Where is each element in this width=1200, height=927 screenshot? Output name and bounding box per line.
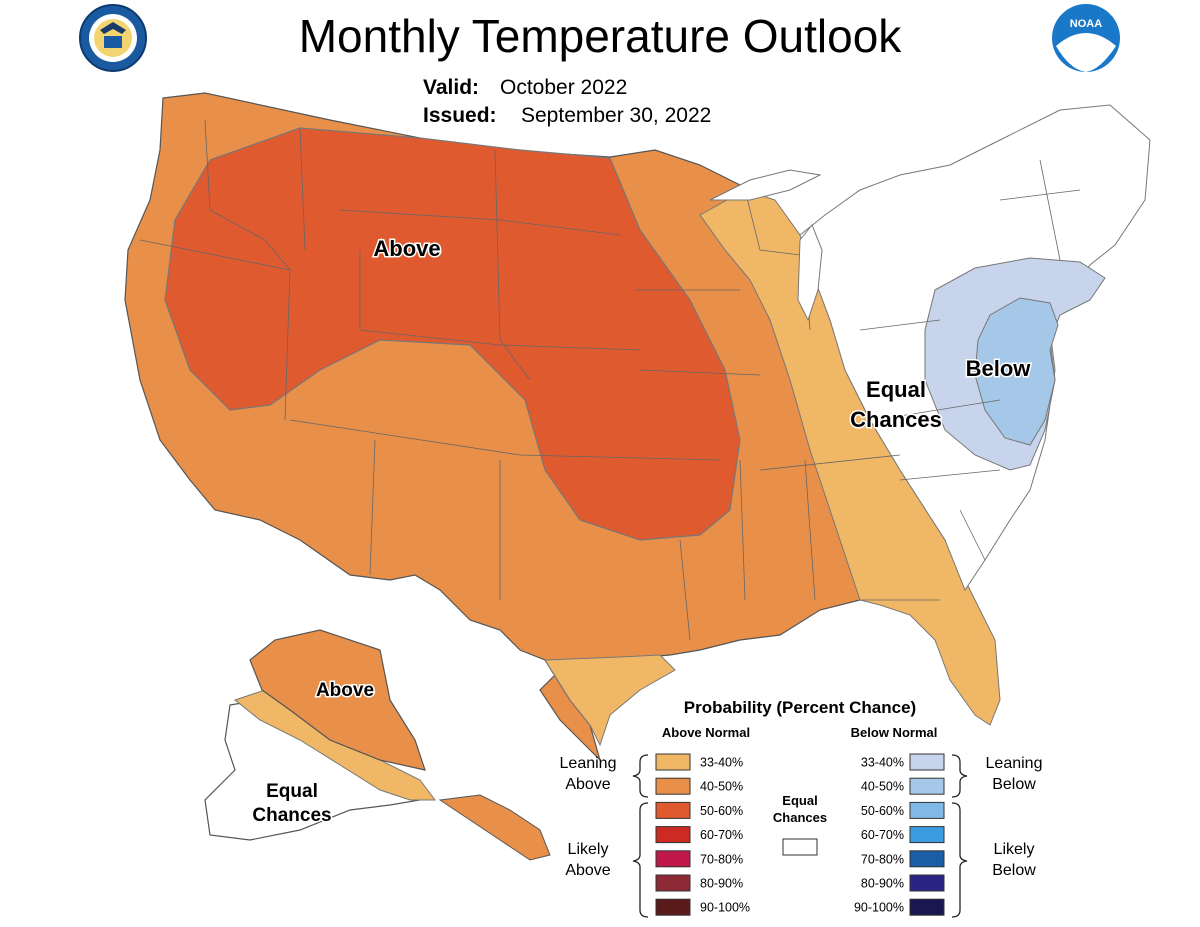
legend-likely-below-1: Likely — [994, 841, 1035, 858]
issued-label: Issued: — [423, 104, 497, 127]
legend-above-row-label: 33-40% — [700, 756, 743, 770]
legend-leaning-above-2: Above — [565, 776, 610, 793]
legend-above-row-swatch — [655, 826, 691, 844]
legend-above-row-label: 70-80% — [700, 852, 743, 866]
alaska-panhandle — [438, 794, 551, 861]
legend-below-row-label: 33-40% — [861, 756, 904, 770]
legend-below-row-label: 70-80% — [861, 852, 904, 866]
legend-above-row-label: 90-100% — [700, 901, 750, 915]
legend-likely-below-2: Below — [992, 862, 1036, 879]
legend-below-row-swatch — [909, 777, 945, 795]
legend-leaning-below-2: Below — [992, 776, 1036, 793]
legend-above-row-swatch — [655, 898, 691, 916]
legend-leaning-below-1: Leaning — [986, 755, 1043, 772]
south-texas-above-33-40 — [544, 654, 676, 747]
legend-equal-line2: Chances — [773, 810, 827, 825]
legend-below-row-swatch — [909, 850, 945, 868]
brace-leaning-above — [632, 754, 649, 798]
legend-below-row-swatch — [909, 898, 945, 916]
legend-above-row-swatch — [655, 753, 691, 771]
equal-chances-label-line2: Chances — [850, 407, 942, 432]
valid-value: October 2022 — [500, 76, 627, 99]
alaska-equal-label-line1: Equal — [266, 781, 318, 802]
legend-title: Probability (Percent Chance) — [684, 698, 916, 717]
noaa-logo: NOAA — [1052, 4, 1120, 72]
legend-above-row-swatch — [655, 777, 691, 795]
legend-above-row-label: 80-90% — [700, 877, 743, 891]
legend-below-row-label: 40-50% — [861, 780, 904, 794]
state-boundaries — [139, 119, 1081, 641]
alaska-equal-label-line2: Chances — [252, 805, 331, 826]
legend-equal-swatch — [782, 838, 818, 856]
legend-below-row-label: 60-70% — [861, 828, 904, 842]
legend-above-row-swatch — [655, 850, 691, 868]
legend: Probability (Percent Chance) Above Norma… — [560, 698, 1043, 918]
legend-likely-above-1: Likely — [568, 841, 609, 858]
below-region-label: Below — [966, 356, 1032, 381]
legend-below-header: Below Normal — [851, 725, 938, 740]
valid-label: Valid: — [423, 76, 479, 99]
above-region-label: Above — [373, 236, 440, 261]
legend-above-row-label: 50-60% — [700, 804, 743, 818]
noaa-logo-text: NOAA — [1070, 18, 1102, 30]
issued-value: September 30, 2022 — [521, 104, 711, 127]
legend-above-row-swatch — [655, 801, 691, 819]
doc-seal-logo — [79, 4, 147, 72]
lake-superior — [709, 169, 822, 201]
legend-equal-line1: Equal — [782, 793, 817, 808]
legend-leaning-above-1: Leaning — [560, 755, 617, 772]
brace-likely-above — [632, 802, 649, 918]
brace-likely-below — [951, 802, 968, 918]
brace-leaning-below — [951, 754, 968, 798]
alaska-above-label: Above — [316, 680, 374, 701]
legend-below-row-label: 90-100% — [854, 901, 904, 915]
conus-above-50-60-region — [164, 127, 741, 541]
legend-above-row-swatch — [655, 874, 691, 892]
legend-below-rows: 33-40% 40-50% 50-60% 60-70% 70-80% 80-90% 90-1… — [854, 753, 945, 916]
legend-below-row-swatch — [909, 874, 945, 892]
legend-above-row-label: 60-70% — [700, 828, 743, 842]
legend-above-header: Above Normal — [662, 725, 750, 740]
legend-below-row-label: 80-90% — [861, 877, 904, 891]
legend-below-row-swatch — [909, 801, 945, 819]
legend-above-row-label: 40-50% — [700, 780, 743, 794]
legend-below-row-swatch — [909, 826, 945, 844]
legend-below-row-swatch — [909, 753, 945, 771]
legend-likely-above-2: Above — [565, 862, 610, 879]
mid-atlantic-below-40-50 — [974, 297, 1059, 446]
lake-michigan — [797, 224, 823, 322]
page-title: Monthly Temperature Outlook — [299, 10, 903, 62]
legend-above-rows: 33-40% 40-50% 50-60% 60-70% 70-80% 80-90% 90-1… — [655, 753, 750, 916]
equal-chances-label-line1: Equal — [866, 377, 926, 402]
legend-below-row-label: 50-60% — [861, 804, 904, 818]
alaska-above-40-50-region — [249, 629, 426, 771]
